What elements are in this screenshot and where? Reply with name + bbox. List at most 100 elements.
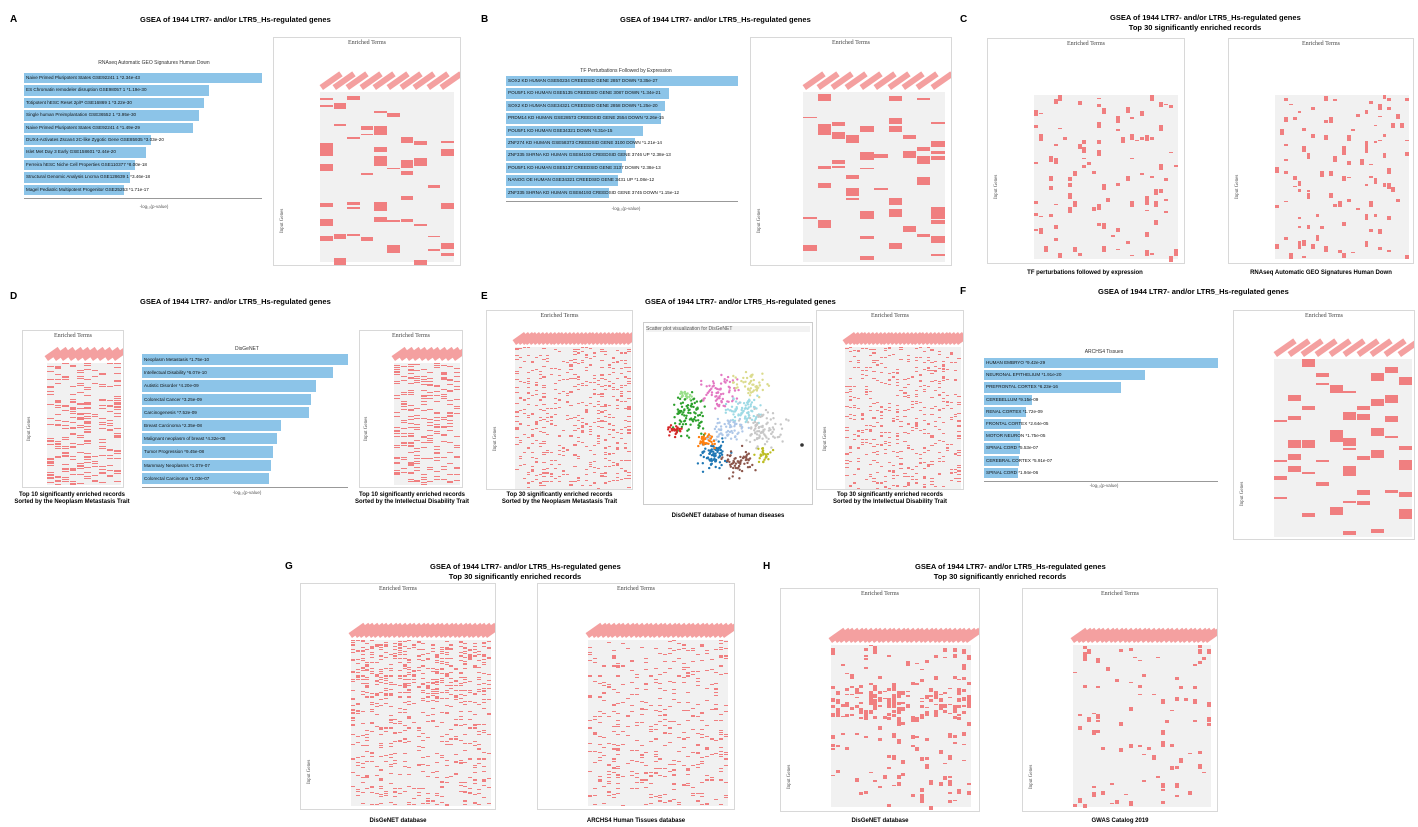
heatmap-cell	[926, 423, 930, 425]
heatmap-cell	[588, 654, 593, 656]
heatmap-cell	[69, 421, 77, 423]
heatmap-cell	[604, 410, 608, 412]
heatmap-cell	[943, 692, 948, 694]
umap-point	[723, 459, 727, 463]
heatmap-cell	[868, 645, 873, 647]
heatmap-cell	[672, 799, 677, 801]
heatmap-cell	[542, 461, 546, 463]
umap-point	[729, 423, 732, 427]
heatmap-cell	[1288, 446, 1302, 448]
heatmap-cell	[557, 351, 562, 353]
heatmap-cell	[538, 377, 542, 379]
heatmap-cell	[402, 708, 407, 710]
heatmap-cell	[113, 433, 121, 435]
heatmap-cell	[600, 386, 604, 388]
heatmap-cell	[388, 757, 393, 759]
heatmap-cell	[420, 394, 427, 396]
heatmap-cell	[84, 417, 92, 419]
heatmap-cell	[896, 706, 901, 712]
heatmap-cell	[941, 361, 946, 363]
heatmap-cell	[597, 780, 602, 782]
heatmap-cell	[76, 462, 84, 464]
heatmap-cell	[592, 422, 596, 424]
heatmap-cell	[360, 659, 365, 661]
heatmap-cell	[407, 471, 414, 473]
umap-point	[755, 437, 759, 441]
heatmap-cell	[957, 401, 961, 403]
heatmap-cell	[1274, 459, 1288, 462]
heatmap-cell	[931, 220, 945, 225]
heatmap-cell	[596, 412, 600, 414]
heatmap-cell	[113, 397, 121, 399]
heatmap-cell	[420, 478, 427, 480]
umap-point	[732, 397, 735, 400]
heatmap-cell	[407, 692, 412, 694]
heatmap-cell	[430, 683, 435, 685]
heatmap-cell	[388, 695, 393, 697]
heatmap-cell	[407, 480, 414, 482]
heatmap-cell	[407, 786, 412, 788]
heatmap-cell	[374, 803, 379, 805]
heatmap-cell	[449, 687, 454, 689]
heatmap-cell	[919, 715, 925, 718]
heatmap-cell	[472, 701, 477, 704]
heatmap-cell	[106, 386, 114, 388]
heatmap-cell	[849, 447, 853, 449]
heatmap-cell	[887, 703, 892, 709]
heatmap-cell	[611, 452, 616, 455]
heatmap-cell	[581, 347, 585, 349]
heatmap-cell	[863, 667, 869, 669]
heatmap-cell	[864, 428, 868, 430]
heatmap-cell	[704, 803, 710, 805]
heatmap-cell	[922, 451, 926, 453]
heatmap-cell	[619, 437, 623, 439]
heatmap-cell	[588, 727, 593, 729]
heatmap-cell	[113, 403, 121, 405]
heatmap-cell	[477, 659, 482, 661]
heatmap-cell	[463, 682, 468, 684]
heatmap-cell	[430, 714, 435, 716]
heatmap-cell	[709, 708, 714, 710]
heatmap-cell	[477, 758, 482, 760]
heatmap-cell	[953, 471, 957, 473]
heatmap-cell	[360, 735, 365, 737]
heatmap-cell	[467, 656, 473, 658]
heatmap-cell	[397, 696, 403, 698]
heatmap-cell	[400, 366, 407, 368]
heatmap-cell	[373, 133, 387, 136]
heatmap-cell	[397, 652, 403, 654]
heatmap-cell	[530, 466, 535, 468]
heatmap-cell	[686, 672, 691, 674]
heatmap-cell	[1342, 253, 1347, 258]
heatmap-cell	[427, 457, 434, 459]
heatmap-cell	[383, 727, 389, 729]
heatmap-cell	[440, 379, 447, 381]
heatmap-cell	[592, 454, 596, 456]
heatmap-cell	[388, 719, 393, 721]
umap-point	[758, 384, 762, 387]
umap-point	[765, 436, 768, 439]
heatmap-cell	[957, 473, 961, 475]
heatmap-cell	[530, 434, 535, 436]
heatmap-cell	[440, 365, 447, 367]
heatmap-cell	[407, 442, 414, 444]
heatmap-cell	[1288, 453, 1302, 460]
umap-point	[757, 426, 760, 430]
heatmap-cell	[472, 648, 477, 650]
heatmap-cell	[941, 440, 946, 443]
heatmap-cell	[718, 756, 724, 758]
heatmap-cell	[481, 662, 487, 664]
heatmap-cell	[360, 237, 374, 242]
umap-point	[728, 477, 731, 480]
heatmap-cell	[883, 383, 888, 385]
heatmap-cell	[596, 443, 600, 445]
umap-point	[753, 453, 756, 456]
heatmap-cell	[526, 416, 531, 418]
heatmap-g-left: Enriched Terms Input Genes	[300, 583, 496, 810]
heatmap-cell	[891, 450, 895, 452]
heatmap-cell	[62, 420, 69, 422]
heatmap-cell	[887, 461, 892, 463]
heatmap-cell	[421, 739, 426, 741]
heatmap-cell	[922, 420, 926, 422]
heatmap-cell	[1357, 455, 1371, 460]
